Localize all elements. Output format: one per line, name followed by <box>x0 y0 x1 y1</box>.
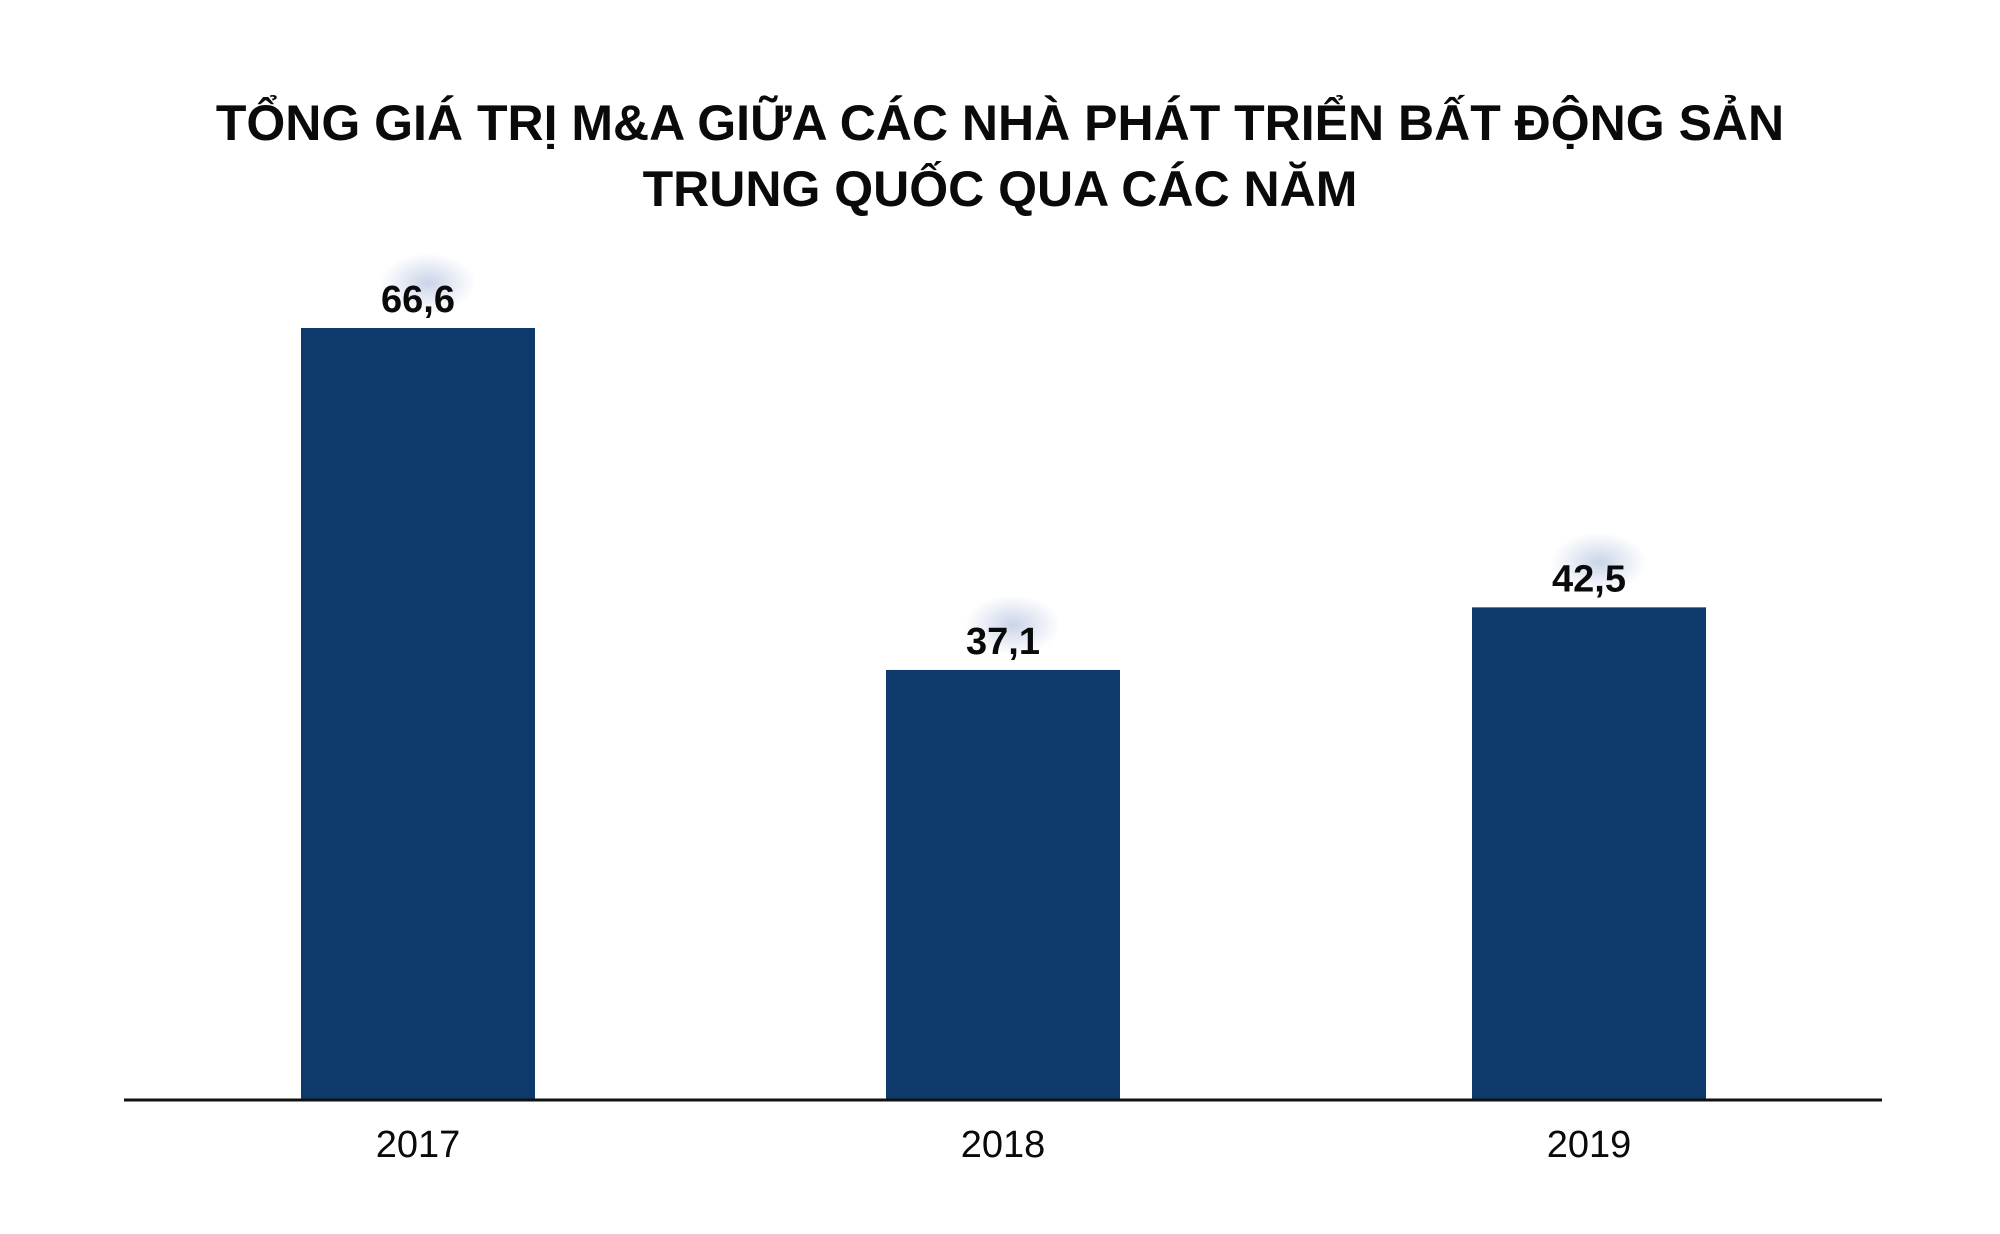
bar-2018 <box>886 669 1120 1100</box>
bar-2019 <box>1472 607 1706 1100</box>
data-label-2017: 66,6 <box>381 279 455 321</box>
x-tick-label-2018: 2018 <box>961 1124 1046 1166</box>
value-label-glow <box>1551 532 1647 593</box>
value-label-glow <box>965 594 1061 655</box>
x-tick-label-2019: 2019 <box>1547 1124 1632 1166</box>
value-label-glow <box>380 253 476 313</box>
chart-title-line-2: TRUNG QUỐC QUA CÁC NĂM <box>642 161 1358 217</box>
chart-title: TỔNG GIÁ TRỊ M&A GIỮA CÁC NHÀ PHÁT TRIỂN… <box>0 90 2000 222</box>
data-label-2018: 37,1 <box>966 621 1040 663</box>
bar-2017 <box>301 328 535 1100</box>
data-label-2019: 42,5 <box>1552 558 1626 600</box>
chart-title-line-1: TỔNG GIÁ TRỊ M&A GIỮA CÁC NHÀ PHÁT TRIỂN… <box>215 95 1785 151</box>
x-tick-label-2017: 2017 <box>376 1124 461 1166</box>
bars-layer: 66,6 2017 37,1 2018 42,5 2019 <box>301 253 1706 1166</box>
